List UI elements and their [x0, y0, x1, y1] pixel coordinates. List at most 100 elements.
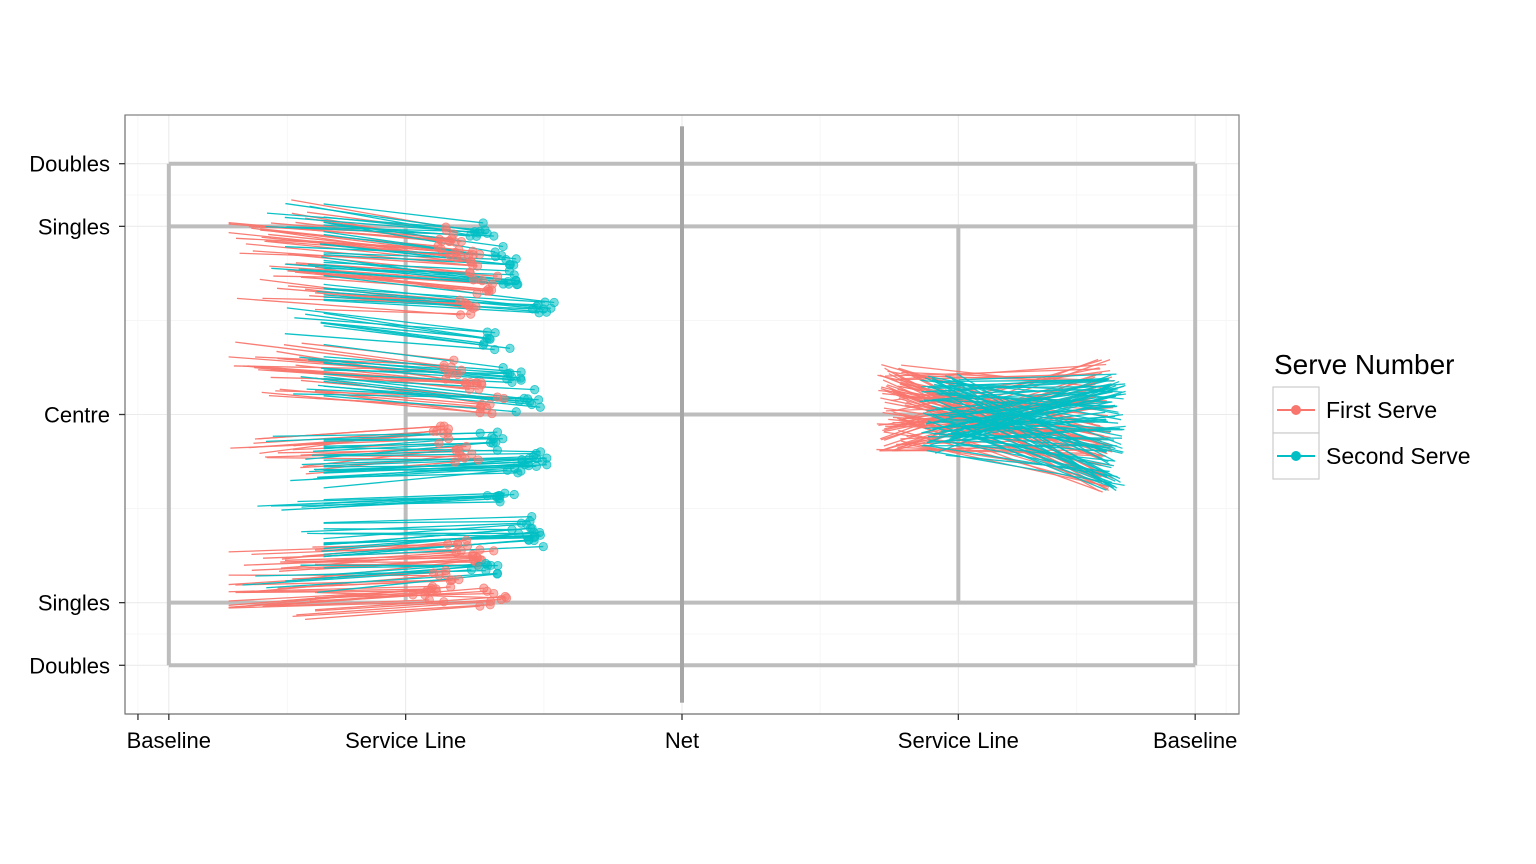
trajectory-second [323, 528, 513, 531]
landing-point-first [472, 289, 482, 299]
landing-point-second [498, 241, 508, 252]
landing-point-first [467, 449, 477, 459]
landing-point-first [424, 595, 434, 605]
landing-point-first [465, 267, 475, 278]
landing-point-first [479, 583, 489, 593]
y-tick-label: Doubles [29, 152, 110, 177]
landing-point-second [515, 373, 526, 383]
landing-point-first [454, 575, 464, 585]
trajectory-second [323, 203, 484, 224]
landing-point-second [489, 231, 499, 241]
trajectory-second [320, 321, 485, 344]
trajectory-second [323, 492, 505, 501]
trajectory-right-first [883, 359, 1111, 441]
trajectory-right-second [931, 379, 1119, 413]
trajectory-second [321, 531, 534, 552]
landing-point-first [449, 355, 459, 365]
trajectory-second [323, 452, 537, 457]
trajectory-second [323, 457, 537, 467]
trajectory-first [274, 229, 456, 254]
trajectory-right-second [958, 373, 1117, 381]
landing-point-second [474, 561, 484, 571]
trajectory-first [287, 253, 471, 274]
trajectory-second [316, 573, 498, 593]
landing-point-first [445, 250, 455, 260]
landing-point-first [456, 310, 466, 320]
trajectory-first [239, 252, 471, 262]
landing-point-first [489, 588, 499, 599]
trajectory-second [323, 221, 496, 253]
trajectory-second [323, 298, 533, 310]
trajectory-second [323, 562, 486, 576]
landing-point-second [530, 385, 540, 395]
x-tick-label: Baseline [1153, 728, 1237, 753]
landing-point-first [459, 453, 470, 463]
trajectory-second [294, 317, 488, 333]
landing-point-first [496, 594, 506, 605]
trajectory-second [323, 299, 540, 314]
landing-point-second [475, 428, 485, 438]
landing-point-first [489, 546, 499, 556]
trajectory-first [292, 604, 491, 618]
trajectory-second [323, 545, 544, 557]
trajectory-second [323, 356, 522, 373]
landing-point-first [485, 600, 495, 610]
landing-point-second [503, 276, 513, 287]
trajectory-right-second [929, 390, 1109, 423]
landing-point-first [477, 275, 487, 286]
trajectory-first [312, 551, 457, 563]
landing-point-first [473, 455, 483, 465]
legend-title: Serve Number [1274, 349, 1455, 380]
trajectory-first [314, 598, 502, 612]
trajectory-second [284, 333, 495, 351]
trajectory-second [323, 254, 514, 266]
landing-point-second [549, 297, 559, 308]
trajectory-first [228, 543, 448, 553]
trajectory-second [323, 520, 530, 524]
trajectory-first [277, 599, 430, 607]
trajectory-second [323, 515, 532, 524]
landing-point-first [434, 438, 444, 448]
landing-point-second [502, 374, 512, 384]
trajectory-right-second [948, 383, 1107, 454]
landing-point-second [494, 493, 504, 504]
landing-point-first [468, 555, 478, 565]
trajectory-first [283, 344, 452, 368]
landing-point-first [450, 457, 460, 467]
trajectory-first [258, 425, 441, 440]
landing-point-first [446, 582, 456, 592]
trajectory-first [266, 587, 484, 607]
landing-point-second [531, 461, 541, 471]
trajectory-second [323, 539, 529, 558]
landing-point-second [500, 488, 510, 498]
landing-point-first [472, 261, 483, 271]
trajectory-right-second [927, 425, 1126, 444]
trajectory-first [298, 559, 481, 580]
trajectory-second [323, 469, 508, 489]
landing-point-second [501, 254, 511, 265]
trajectory-second [301, 455, 534, 466]
trajectory-right-second [932, 379, 1108, 383]
trajectory-first [233, 365, 462, 371]
x-tick-label: Service Line [345, 728, 466, 753]
trajectory-right-second [943, 406, 1109, 479]
landing-point-first [461, 441, 471, 452]
landing-point-first [461, 379, 472, 389]
trajectory-second [323, 436, 492, 450]
landing-point-first [486, 285, 497, 295]
trajectory-right-second [919, 390, 1106, 403]
trajectory-second [323, 274, 555, 304]
legend: Serve Number First Serve Second Serve [1272, 349, 1470, 480]
landing-point-second [490, 344, 500, 355]
trajectory-first [264, 240, 472, 263]
trajectory-second [293, 393, 525, 399]
landing-point-second [538, 304, 549, 314]
trajectory-second [308, 359, 510, 374]
y-tick-label: Centre [44, 403, 110, 428]
landing-point-second [509, 489, 519, 500]
trajectory-second [323, 287, 546, 303]
y-tick-label: Doubles [29, 653, 110, 678]
trajectory-right-second [923, 431, 1110, 449]
landing-point-first [499, 393, 509, 404]
landing-point-second [514, 528, 524, 539]
